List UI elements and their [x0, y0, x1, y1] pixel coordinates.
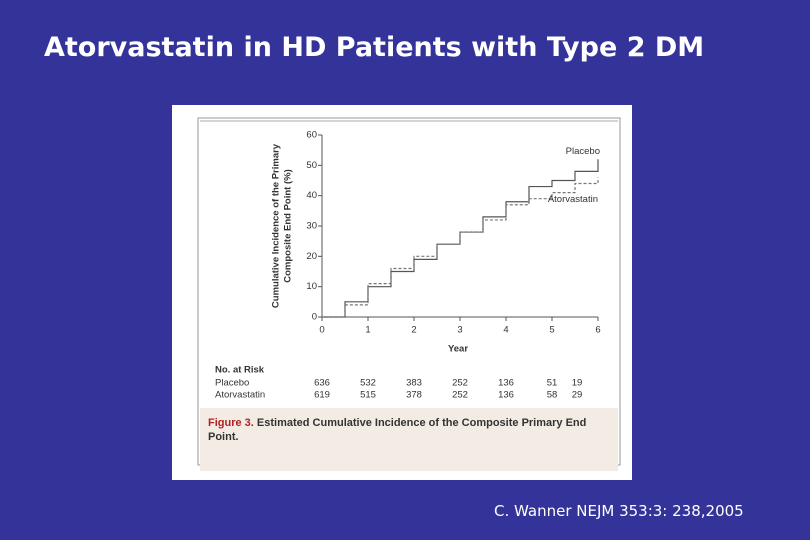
risk-value: 136: [498, 378, 514, 389]
y-tick-label: 60: [306, 130, 317, 141]
x-tick-label: 4: [503, 325, 508, 336]
risk-value: 378: [406, 390, 422, 401]
x-tick-label: 2: [411, 325, 416, 336]
risk-value: 136: [498, 390, 514, 401]
risk-value: 252: [452, 390, 468, 401]
risk-value: 619: [314, 390, 330, 401]
risk-value: 19: [572, 378, 583, 389]
x-tick-label: 6: [595, 325, 600, 336]
series-label: Atorvastatin: [548, 194, 598, 205]
risk-value: 51: [547, 378, 558, 389]
y-tick-label: 0: [312, 312, 317, 323]
caption-text: Estimated Cumulative Incidence of the Co…: [208, 417, 587, 443]
y-axis-label: Composite End Point (%): [283, 169, 294, 282]
risk-value: 29: [572, 390, 583, 401]
y-tick-label: 50: [306, 160, 317, 171]
risk-value: 636: [314, 378, 330, 389]
risk-title: No. at Risk: [215, 365, 265, 376]
series-label: Placebo: [566, 146, 600, 157]
y-tick-label: 30: [306, 221, 317, 232]
risk-value: 383: [406, 378, 422, 389]
y-tick-label: 20: [306, 251, 317, 262]
citation: C. Wanner NEJM 353:3: 238,2005: [494, 502, 744, 520]
slide-title: Atorvastatin in HD Patients with Type 2 …: [44, 32, 705, 63]
risk-value: 252: [452, 378, 468, 389]
risk-value: 532: [360, 378, 376, 389]
y-tick-label: 40: [306, 190, 317, 201]
x-tick-label: 1: [365, 325, 370, 336]
caption: Figure 3. Estimated Cumulative Incidence…: [200, 408, 618, 471]
x-tick-label: 0: [319, 325, 324, 336]
risk-row-name: Atorvastatin: [215, 390, 265, 401]
caption-label: Figure 3.: [208, 417, 254, 429]
series-line: [322, 177, 599, 318]
risk-row-name: Placebo: [215, 378, 249, 389]
x-axis-label: Year: [448, 344, 468, 355]
y-axis-label: Cumulative Incidence of the Primary: [271, 143, 282, 308]
x-tick-label: 3: [457, 325, 462, 336]
x-tick-label: 5: [549, 325, 554, 336]
risk-value: 515: [360, 390, 376, 401]
y-tick-label: 10: [306, 281, 317, 292]
risk-value: 58: [547, 390, 558, 401]
